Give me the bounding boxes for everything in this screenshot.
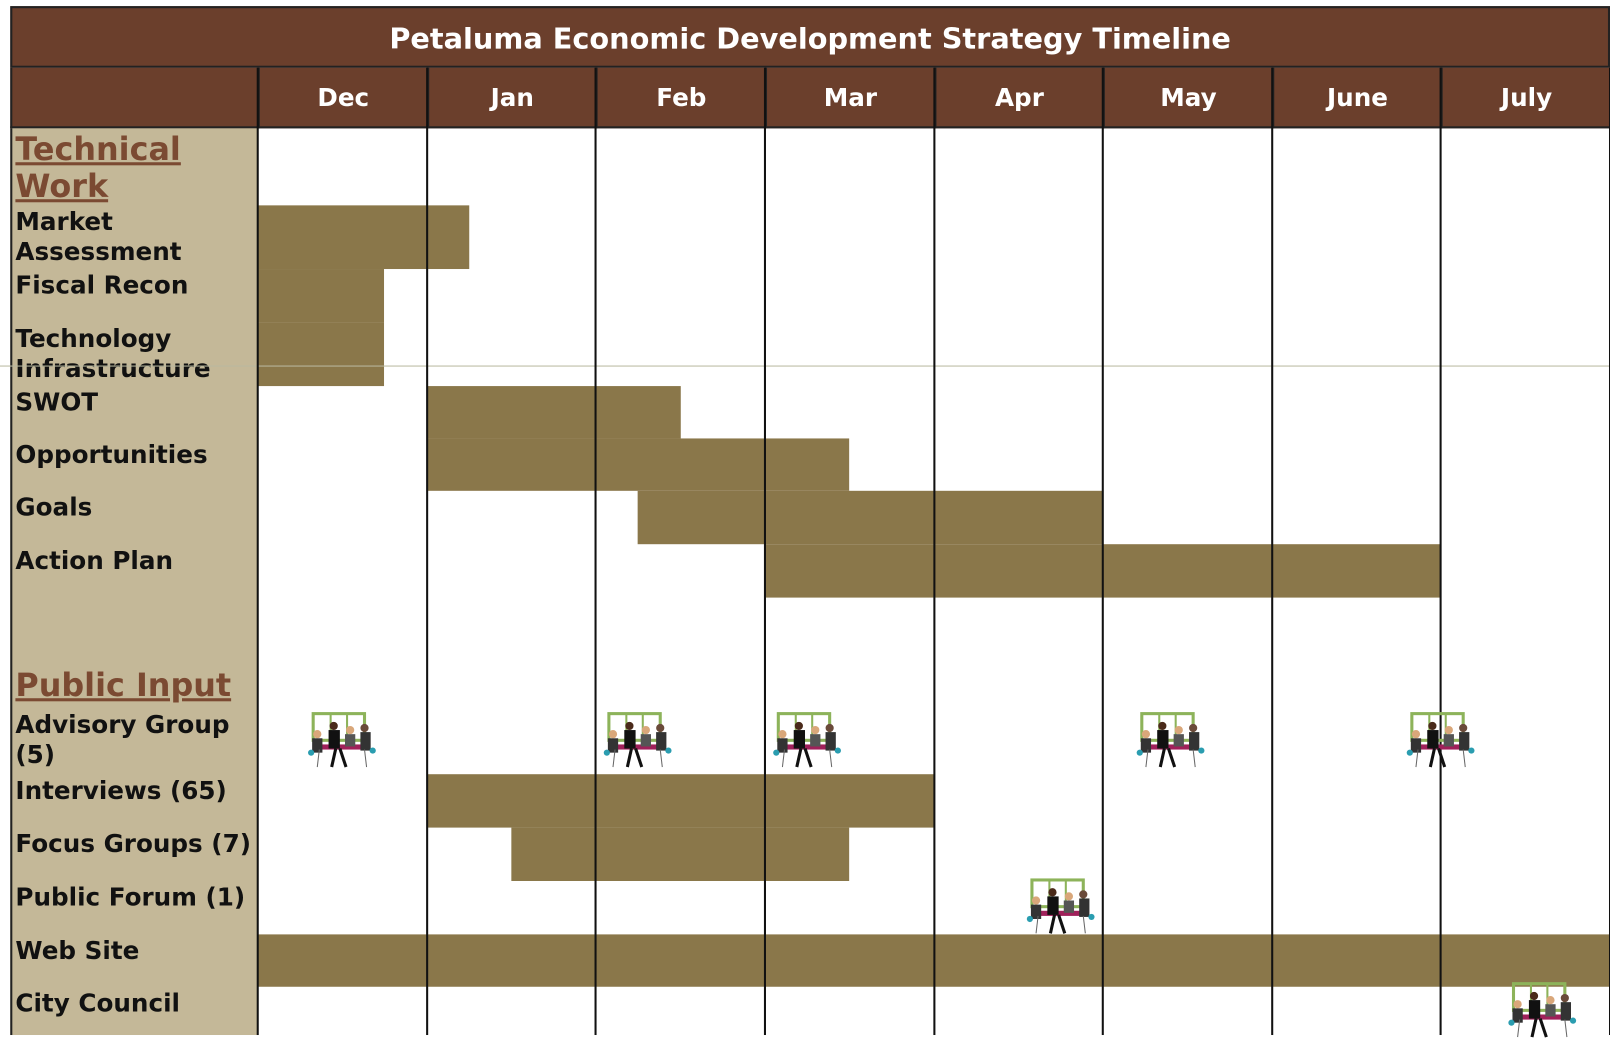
task-bar [258,322,385,386]
meeting-icon [1134,712,1208,772]
row-label: Goals [15,493,253,523]
month-divider [1271,68,1273,1035]
row-label: Advisory Group (5) [15,711,253,771]
row-label: Focus Groups (7) [15,830,253,860]
month-header: Feb [596,68,765,129]
title: Petaluma Economic Development Strategy T… [10,6,1610,68]
row-label: Action Plan [15,546,253,576]
month-divider [426,68,428,1035]
month-header: Mar [765,68,934,129]
month-header: June [1272,68,1441,129]
month-divider [933,68,935,1035]
row-label: Public Forum (1) [15,883,253,913]
section-heading: Technical Work [15,131,251,205]
row-label: Technology Infrastructure [15,324,253,384]
task-bar [427,438,850,490]
page: Petaluma Economic Development Strategy T… [0,0,1610,1035]
month-divider [764,68,766,1035]
divider [0,366,1610,367]
row-label: City Council [15,989,253,1019]
meeting-icon [305,712,379,772]
month-divider [1440,68,1442,1035]
task-bar [258,205,469,269]
month-header: Apr [934,68,1103,129]
month-header: July [1441,68,1610,129]
timeline: Petaluma Economic Development Strategy T… [0,0,1610,1035]
row-label: Web Site [15,936,253,966]
meeting-icon [1505,981,1579,1041]
task-bar [427,774,934,827]
task-bar [427,386,681,438]
meeting-icon [770,712,844,772]
month-divider [1102,68,1104,1035]
meeting-icon [1404,712,1478,772]
section-heading: Public Input [15,667,251,704]
month-header: Dec [258,68,427,129]
row-label: SWOT [15,388,253,418]
meeting-icon [601,712,675,772]
row-label: Opportunities [15,440,253,470]
row-label: Fiscal Recon [15,271,253,301]
month-divider [257,68,259,1035]
task-bar [258,269,385,322]
row-label: Market Assessment [15,207,253,267]
task-bar [511,828,849,881]
corner-cell [10,68,257,129]
month-header: Jan [427,68,596,129]
meeting-icon [1024,878,1098,938]
row-label: Interviews (65) [15,776,253,806]
month-divider [595,68,597,1035]
task-bar [638,491,1103,544]
month-header: May [1103,68,1272,129]
